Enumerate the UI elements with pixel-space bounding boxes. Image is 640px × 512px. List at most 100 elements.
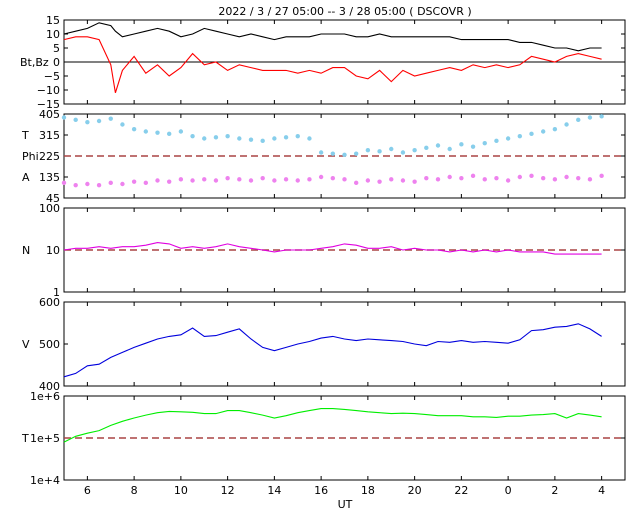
y-tick-label: −15 — [37, 98, 60, 111]
data-point-phi — [283, 177, 289, 182]
x-axis-label: UT — [338, 498, 353, 511]
data-point-theta — [400, 150, 406, 155]
x-tick-label: 4 — [598, 484, 605, 497]
data-point-theta — [587, 115, 593, 120]
data-point-phi — [529, 173, 534, 179]
data-point-phi — [470, 173, 476, 179]
data-point-theta — [564, 122, 569, 127]
data-point-phi — [225, 175, 230, 181]
y-tick-label: −10 — [37, 84, 60, 97]
data-point-theta — [517, 133, 523, 139]
y-tick-label: 45 — [46, 192, 60, 205]
data-point-phi — [120, 181, 125, 187]
data-point-phi — [131, 179, 137, 184]
x-tick-label: 22 — [454, 484, 468, 497]
data-point-theta — [599, 114, 604, 119]
data-point-phi — [178, 177, 184, 182]
data-point-theta — [260, 138, 265, 144]
data-point-phi — [494, 175, 499, 181]
y-tick-label: 10 — [46, 244, 60, 257]
data-point-theta — [213, 135, 219, 140]
y-tick-label: 5 — [53, 42, 60, 55]
y-tick-label: 405 — [39, 108, 60, 121]
data-point-theta — [353, 151, 359, 156]
y-tick-label: 100 — [39, 202, 60, 215]
data-point-phi — [540, 175, 546, 181]
x-tick-label: 0 — [505, 484, 512, 497]
data-point-theta — [237, 136, 242, 141]
data-point-theta — [435, 143, 441, 148]
data-point-phi — [260, 175, 265, 181]
data-point-phi — [342, 177, 347, 182]
data-point-theta — [482, 140, 487, 146]
data-point-theta — [459, 142, 464, 147]
x-tick-label: 2 — [551, 484, 558, 497]
data-point-phi — [459, 175, 464, 181]
x-tick-label: 20 — [408, 484, 422, 497]
data-point-theta — [202, 136, 207, 141]
data-line-v — [63, 323, 602, 378]
x-tick-label: 16 — [314, 484, 328, 497]
data-point-phi — [587, 177, 593, 182]
y-axis-label: Bt,Bz — [20, 56, 49, 69]
x-tick-label: 8 — [131, 484, 138, 497]
data-point-theta — [470, 144, 476, 149]
y-axis-label: A — [22, 171, 30, 184]
y-tick-label: 10 — [46, 28, 60, 41]
data-line-t — [63, 408, 602, 443]
y-tick-label: 400 — [39, 380, 60, 393]
y-axis-label: N — [22, 244, 30, 257]
data-point-phi — [447, 174, 452, 180]
x-tick-label: 14 — [267, 484, 281, 497]
data-line-n — [63, 242, 602, 255]
data-point-theta — [389, 146, 394, 152]
x-tick-label: 10 — [174, 484, 188, 497]
data-point-phi — [505, 178, 511, 183]
y-tick-label: 15 — [46, 14, 60, 27]
data-point-theta — [447, 146, 452, 152]
y-axis-label: T — [21, 129, 29, 142]
data-point-theta — [552, 126, 558, 132]
data-point-phi — [143, 180, 149, 186]
data-point-phi — [564, 174, 569, 180]
data-point-theta — [131, 126, 137, 132]
y-tick-label: 1 — [53, 286, 60, 299]
y-tick-label: 0 — [53, 56, 60, 69]
y-axis-label: V — [22, 338, 30, 351]
data-point-phi — [435, 177, 441, 182]
data-point-phi — [517, 174, 523, 180]
y-axis-label: T — [21, 432, 29, 445]
data-point-phi — [365, 178, 371, 183]
data-point-phi — [213, 178, 219, 183]
data-point-theta — [120, 122, 125, 127]
data-point-phi — [155, 178, 160, 183]
data-point-phi — [552, 177, 558, 182]
data-point-theta — [108, 116, 113, 121]
data-point-phi — [85, 181, 90, 187]
data-point-phi — [599, 173, 604, 179]
data-point-theta — [330, 151, 336, 156]
y-tick-label: 135 — [39, 171, 60, 184]
data-point-theta — [377, 149, 382, 154]
chart-title: 2022 / 3 / 27 05:00 -- 3 / 28 05:00 ( DS… — [218, 5, 471, 18]
y-tick-label: 500 — [39, 338, 60, 351]
data-point-theta — [307, 136, 312, 141]
data-point-phi — [424, 175, 429, 181]
data-point-theta — [529, 131, 534, 137]
y-tick-label: −5 — [44, 70, 60, 83]
y-tick-label: 1e+4 — [30, 474, 60, 487]
data-point-theta — [365, 147, 371, 153]
data-point-phi — [307, 177, 312, 182]
data-point-phi — [237, 177, 242, 182]
y-axis-label: Phi — [22, 150, 39, 163]
data-point-theta — [190, 133, 195, 139]
data-point-phi — [377, 179, 382, 184]
data-point-theta — [342, 152, 347, 158]
data-point-phi — [412, 179, 417, 184]
y-tick-label: 315 — [39, 129, 60, 142]
data-point-theta — [248, 137, 254, 142]
data-point-theta — [494, 138, 499, 144]
data-point-theta — [166, 131, 172, 137]
data-point-theta — [505, 136, 511, 141]
